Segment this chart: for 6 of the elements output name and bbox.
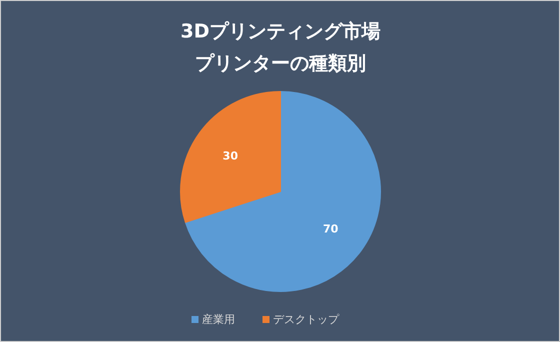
chart-subtitle: プリンターの種類別 [195, 52, 366, 74]
data-label: 30 [222, 150, 238, 163]
legend-label: デスクトップ [273, 313, 340, 326]
data-label: 70 [323, 222, 339, 236]
legend-label: 産業用 [202, 313, 235, 326]
chart-title: 3Dプリンティング市場 [180, 20, 381, 42]
